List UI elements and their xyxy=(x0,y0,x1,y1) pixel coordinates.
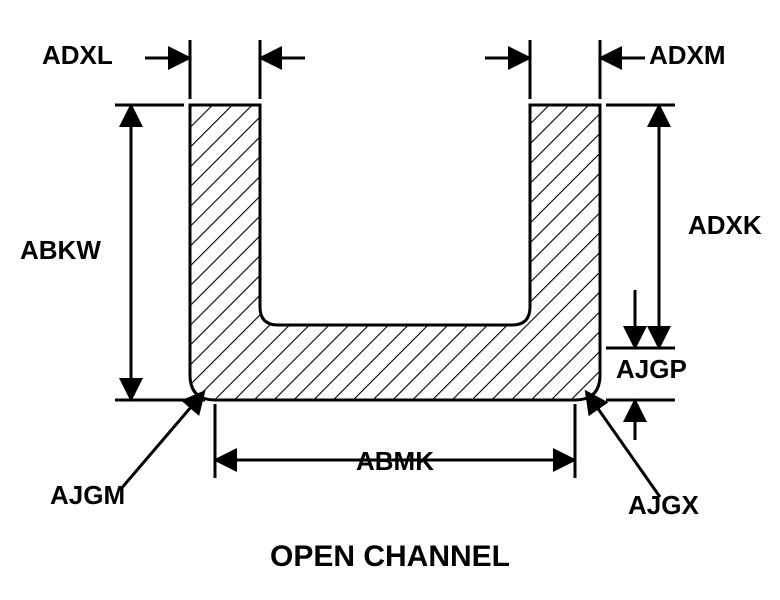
label-abmk: ABMK xyxy=(356,446,434,477)
label-adxl: ADXL xyxy=(42,40,113,71)
label-adxk: ADXK xyxy=(688,210,762,241)
label-adxm: ADXM xyxy=(649,40,726,71)
label-ajgm: AJGM xyxy=(50,480,125,511)
label-ajgp: AJGP xyxy=(616,354,687,385)
label-abkw: ABKW xyxy=(20,235,101,266)
diagram-title: OPEN CHANNEL xyxy=(0,540,780,574)
diagram-stage: ADXL ADXM ABKW ADXK AJGP ABMK AJGM AJGX … xyxy=(0,0,780,600)
label-ajgx: AJGX xyxy=(628,490,699,521)
